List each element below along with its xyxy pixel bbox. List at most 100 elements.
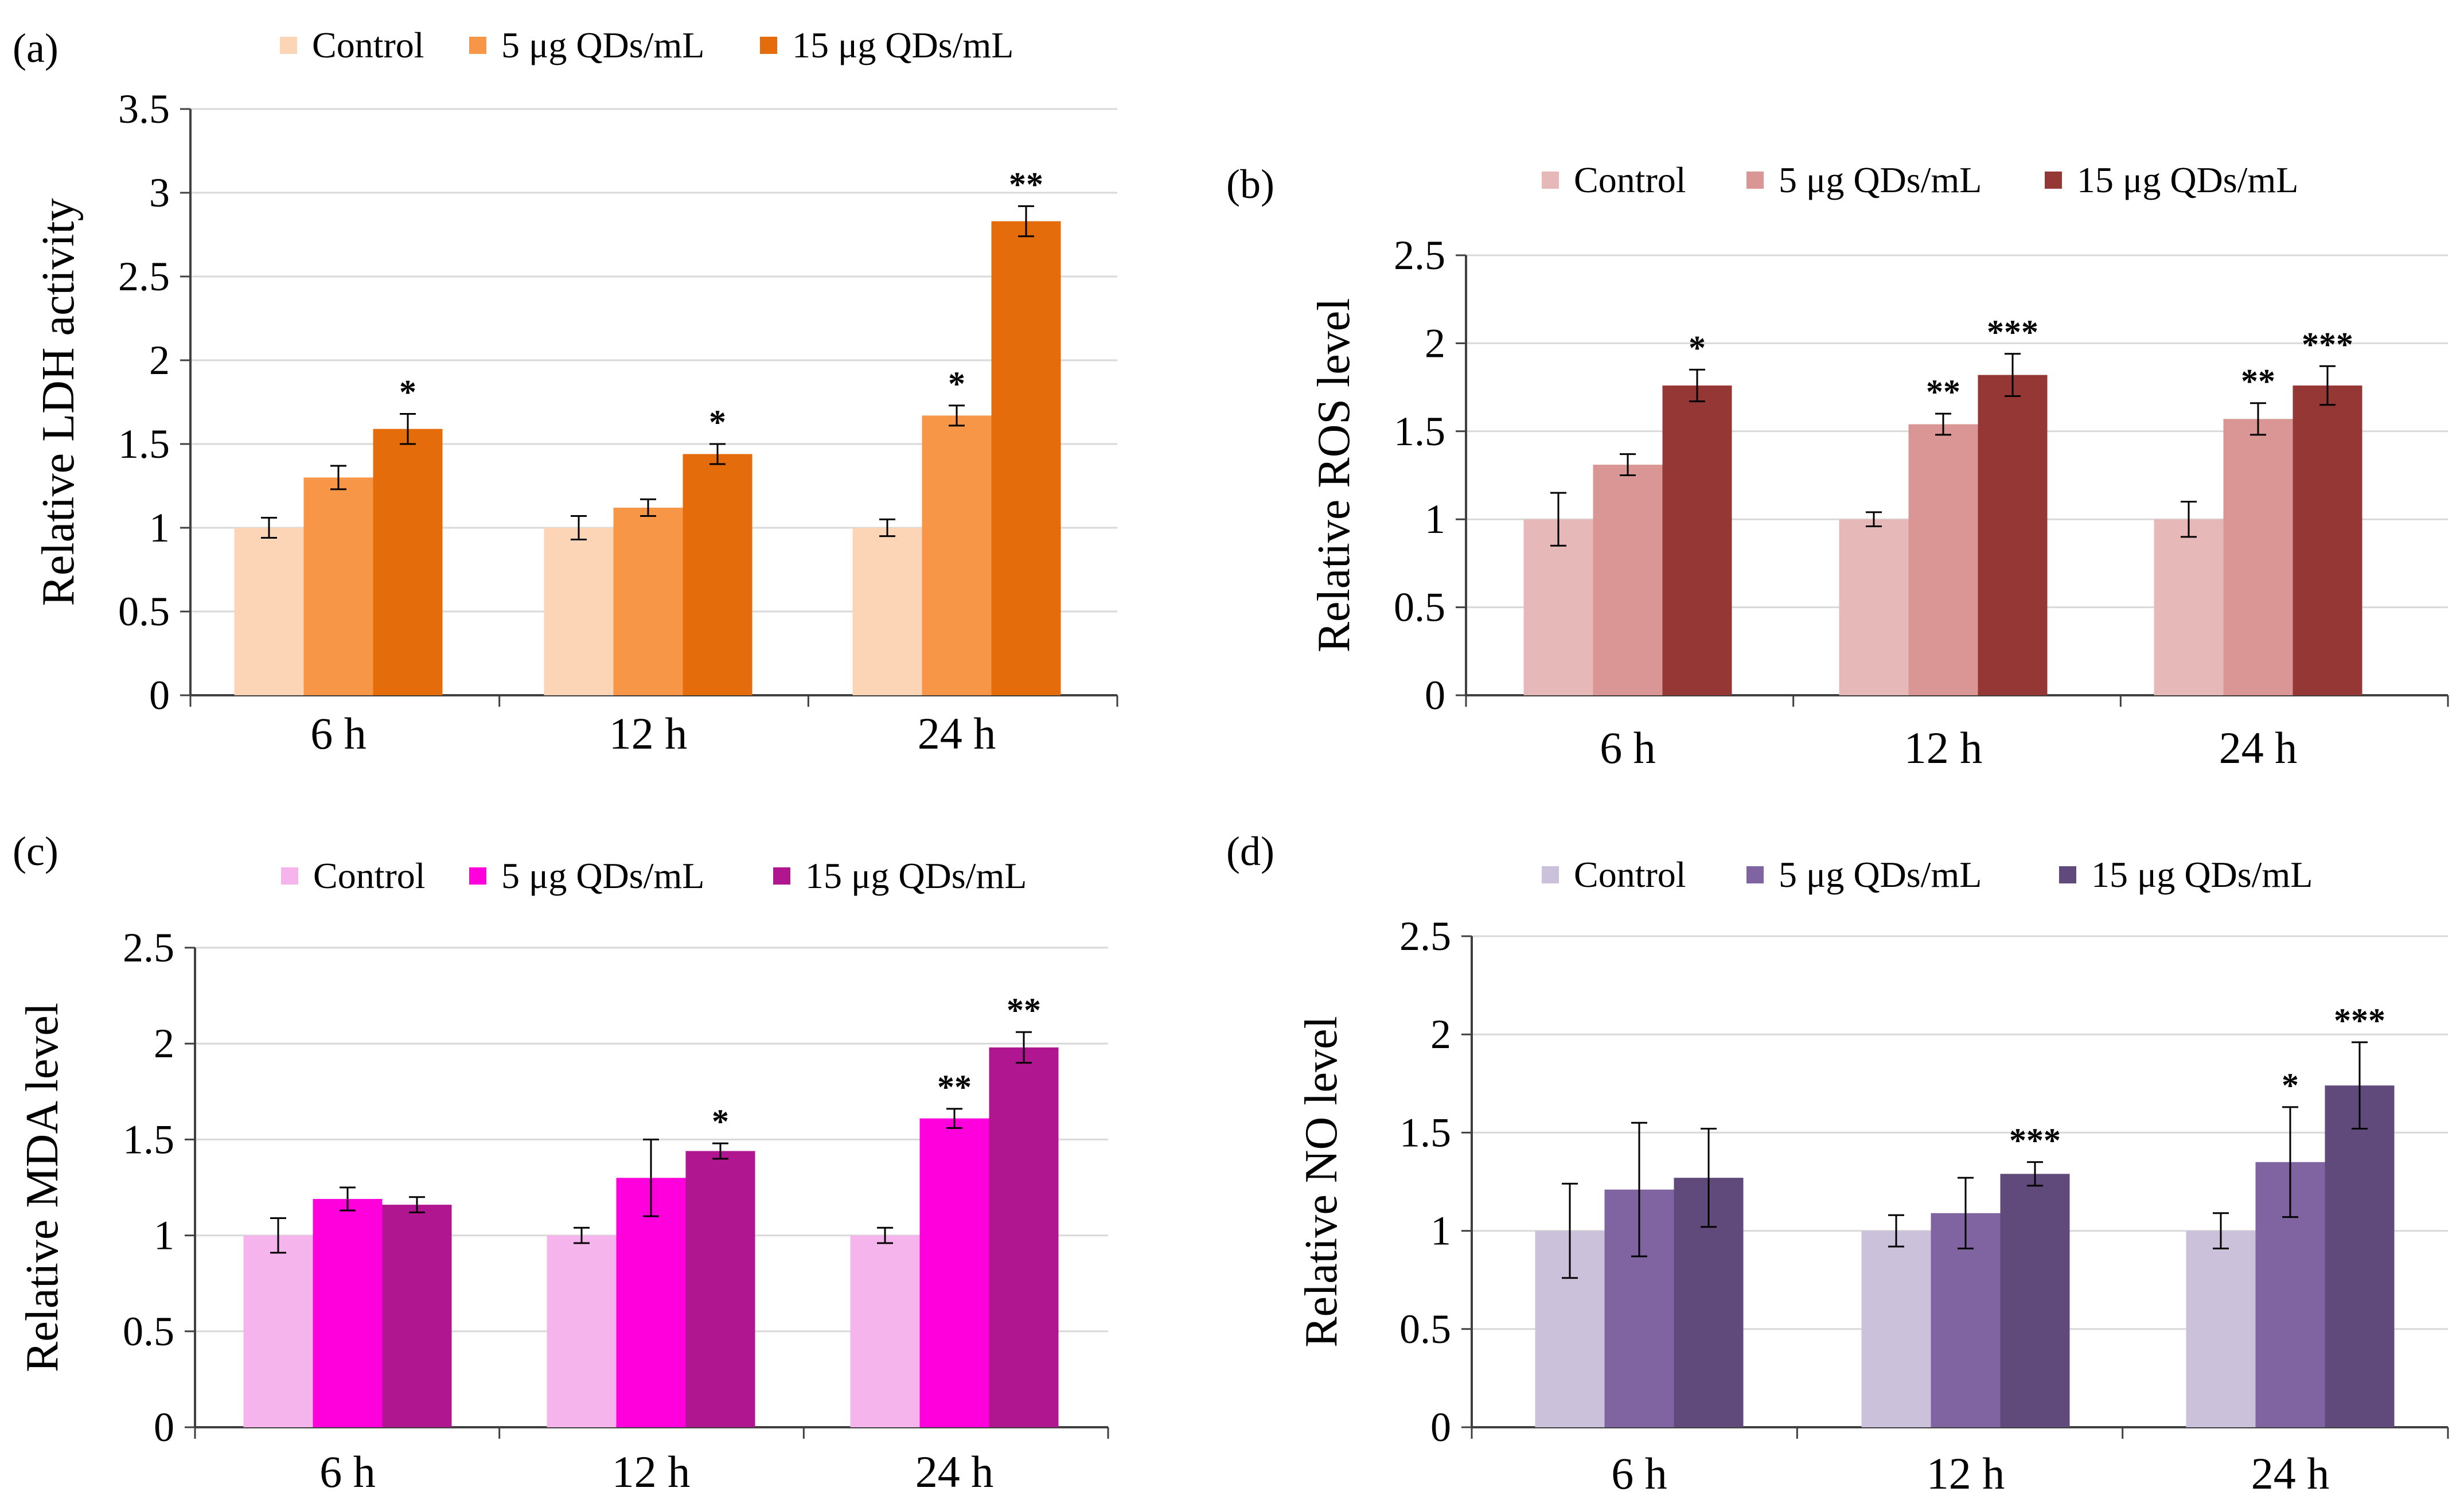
y-axis-label: Relative LDH activity xyxy=(33,198,84,606)
bar xyxy=(544,528,614,695)
y-tick-label: 2 xyxy=(154,1021,174,1066)
y-tick-label: 1 xyxy=(1430,1208,1451,1254)
significance-label: ** xyxy=(1926,373,1960,411)
bar xyxy=(613,507,683,695)
chart-panel-a: (a) 0 0.5 1 1.5 2 2.5 3 3.5 Relative LDH activity… xyxy=(13,25,1118,758)
legend-label: 5 μg QDs/mL xyxy=(1779,854,1982,895)
y-tick-label: 0.5 xyxy=(1399,1306,1451,1352)
x-tick-label: 12 h xyxy=(609,708,688,758)
significance-label: *** xyxy=(2009,1121,2061,1159)
bar xyxy=(852,528,922,695)
y-tick-label: 1.5 xyxy=(1394,408,1445,454)
bar xyxy=(2325,1085,2395,1427)
panel-label: (a) xyxy=(13,25,59,71)
x-tick-label: 24 h xyxy=(915,1447,994,1497)
panel-label: (d) xyxy=(1226,828,1274,874)
legend-swatch xyxy=(2059,866,2076,883)
x-tick-label: 12 h xyxy=(612,1447,691,1497)
bar xyxy=(922,415,992,695)
legend-label: 5 μg QDs/mL xyxy=(1779,159,1982,200)
y-tick-label: 1 xyxy=(1425,496,1445,542)
legend-label: 15 μg QDs/mL xyxy=(2077,159,2298,200)
bar xyxy=(2186,1230,2256,1427)
bar xyxy=(989,1047,1059,1427)
y-tick-label: 1 xyxy=(154,1213,174,1259)
x-tick-label: 12 h xyxy=(1927,1448,2005,1498)
bar xyxy=(547,1235,617,1427)
legend-label: Control xyxy=(1574,159,1686,200)
significance-label: * xyxy=(948,365,965,403)
legend-swatch xyxy=(1542,866,1559,883)
legend-swatch xyxy=(1746,172,1764,189)
y-tick-label: 1.5 xyxy=(1399,1109,1451,1155)
bar xyxy=(616,1178,686,1427)
bar xyxy=(1523,519,1593,695)
panel-label: (c) xyxy=(13,828,59,874)
chart-panel-c: (c) 0 0.5 1 1.5 2 2.5 Relative MDA level 6 h * 12 … xyxy=(13,828,1109,1497)
significance-label: ** xyxy=(2241,363,2275,400)
legend-label: Control xyxy=(312,25,424,65)
y-tick-label: 2 xyxy=(1430,1011,1451,1057)
y-tick-label: 3.5 xyxy=(118,86,170,132)
bar xyxy=(303,477,373,695)
y-tick-label: 1.5 xyxy=(123,1116,174,1162)
legend-swatch xyxy=(1746,866,1764,883)
legend-swatch xyxy=(280,37,297,54)
x-tick-label: 6 h xyxy=(1611,1448,1667,1498)
legend-label: 15 μg QDs/mL xyxy=(792,25,1013,65)
significance-label: *** xyxy=(1987,313,2038,351)
significance-label: ** xyxy=(1007,991,1041,1029)
y-tick-label: 0 xyxy=(1425,672,1445,718)
legend-swatch xyxy=(469,37,486,54)
legend-label: 15 μg QDs/mL xyxy=(805,855,1027,896)
y-tick-label: 2.5 xyxy=(1394,232,1445,278)
bar xyxy=(382,1205,452,1427)
significance-label: * xyxy=(399,373,416,411)
y-tick-label: 1 xyxy=(149,505,170,551)
x-tick-label: 6 h xyxy=(310,708,367,758)
bar xyxy=(991,221,1061,695)
bar xyxy=(1861,1230,1931,1427)
y-axis-label: Relative NO level xyxy=(1296,1016,1347,1348)
significance-label: * xyxy=(2282,1066,2299,1104)
x-tick-label: 6 h xyxy=(1600,723,1656,773)
bar xyxy=(2000,1174,2070,1427)
bar xyxy=(1593,465,1663,695)
x-tick-label: 12 h xyxy=(1904,723,1983,773)
legend-label: 5 μg QDs/mL xyxy=(501,25,704,65)
x-tick-label: 24 h xyxy=(2251,1448,2330,1498)
bar xyxy=(243,1235,313,1427)
significance-label: *** xyxy=(2334,1002,2385,1039)
significance-label: * xyxy=(1689,329,1706,367)
y-tick-label: 2.5 xyxy=(123,925,174,971)
chart-panel-d: (d) 0 0.5 1 1.5 2 2.5 Relative NO level 6 h *** 12… xyxy=(1226,828,2449,1498)
y-tick-label: 0.5 xyxy=(123,1309,174,1354)
legend-label: 5 μg QDs/mL xyxy=(501,855,704,896)
legend-swatch xyxy=(469,867,486,885)
panel-label: (b) xyxy=(1226,161,1274,207)
bar xyxy=(2154,519,2224,695)
y-tick-label: 2 xyxy=(1425,320,1445,366)
bar xyxy=(850,1235,920,1427)
y-tick-label: 0 xyxy=(154,1404,174,1450)
x-tick-label: 24 h xyxy=(918,708,996,758)
legend-label: Control xyxy=(313,855,426,896)
legend-label: 15 μg QDs/mL xyxy=(2091,854,2313,895)
bar xyxy=(1662,385,1732,695)
bar xyxy=(2223,419,2293,695)
significance-label: ** xyxy=(937,1068,972,1106)
significance-label: * xyxy=(712,1103,729,1140)
y-axis-label: Relative ROS level xyxy=(1309,298,1359,653)
y-tick-label: 0 xyxy=(149,672,170,718)
significance-label: *** xyxy=(2302,325,2353,363)
bar xyxy=(683,454,753,695)
bar xyxy=(919,1118,989,1427)
y-axis-label: Relative MDA level xyxy=(17,1003,68,1372)
legend-swatch xyxy=(1542,172,1559,189)
bar xyxy=(685,1151,755,1427)
bar xyxy=(1978,375,2048,695)
significance-label: * xyxy=(709,403,726,441)
y-tick-label: 1.5 xyxy=(118,421,170,467)
